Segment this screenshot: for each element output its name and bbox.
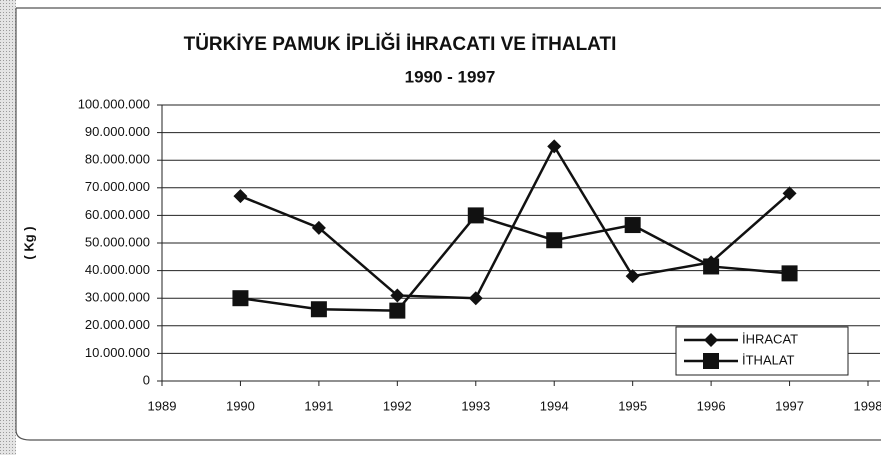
y-tick-label: 30.000.000 — [85, 290, 150, 305]
diamond-marker — [390, 288, 405, 303]
diamond-marker — [233, 189, 248, 204]
y-tick-label: 0 — [143, 372, 150, 387]
square-marker — [546, 232, 563, 249]
y-tick-label: 80.000.000 — [85, 152, 150, 167]
chart-title: TÜRKİYE PAMUK İPLİĞİ İHRACATI VE İTHALAT… — [184, 33, 617, 55]
square-marker — [703, 353, 719, 369]
diamond-marker — [782, 186, 797, 201]
y-tick-label: 10.000.000 — [85, 345, 150, 360]
square-marker — [389, 302, 406, 319]
legend-label: İHRACAT — [742, 331, 798, 346]
chart-subtitle: 1990 - 1997 — [405, 67, 496, 86]
y-tick-label: 50.000.000 — [85, 234, 150, 249]
y-tick-label: 70.000.000 — [85, 179, 150, 194]
diamond-marker — [547, 139, 562, 154]
scan-edge — [0, 0, 16, 455]
series-line — [240, 213, 790, 312]
square-marker — [781, 265, 798, 282]
square-marker — [467, 207, 484, 224]
x-tick-label: 1997 — [775, 398, 804, 413]
square-marker — [232, 290, 249, 307]
y-tick-label: 20.000.000 — [85, 317, 150, 332]
diamond-marker — [311, 220, 326, 235]
diamond-marker — [468, 291, 483, 306]
series-line — [239, 143, 791, 300]
legend-label: İTHALAT — [742, 352, 795, 367]
y-tick-label: 100.000.000 — [78, 96, 150, 111]
x-tick-label: 1996 — [697, 398, 726, 413]
x-tick-label: 1989 — [148, 398, 177, 413]
x-tick-label: 1991 — [304, 398, 333, 413]
x-tick-label: 1993 — [461, 398, 490, 413]
y-axis-label: ( Kg ) — [21, 226, 36, 259]
square-marker — [703, 258, 720, 275]
diamond-marker — [704, 333, 718, 347]
x-tick-label: 1995 — [618, 398, 647, 413]
x-tick-label: 1998 — [854, 398, 881, 413]
square-marker — [624, 217, 641, 234]
y-tick-label: 90.000.000 — [85, 124, 150, 139]
y-tick-label: 60.000.000 — [85, 207, 150, 222]
diamond-marker — [625, 269, 640, 284]
chart-frame — [15, 7, 881, 441]
y-tick-label: 40.000.000 — [85, 262, 150, 277]
x-tick-label: 1994 — [540, 398, 569, 413]
square-marker — [310, 301, 327, 318]
x-tick-label: 1990 — [226, 398, 255, 413]
x-tick-label: 1992 — [383, 398, 412, 413]
